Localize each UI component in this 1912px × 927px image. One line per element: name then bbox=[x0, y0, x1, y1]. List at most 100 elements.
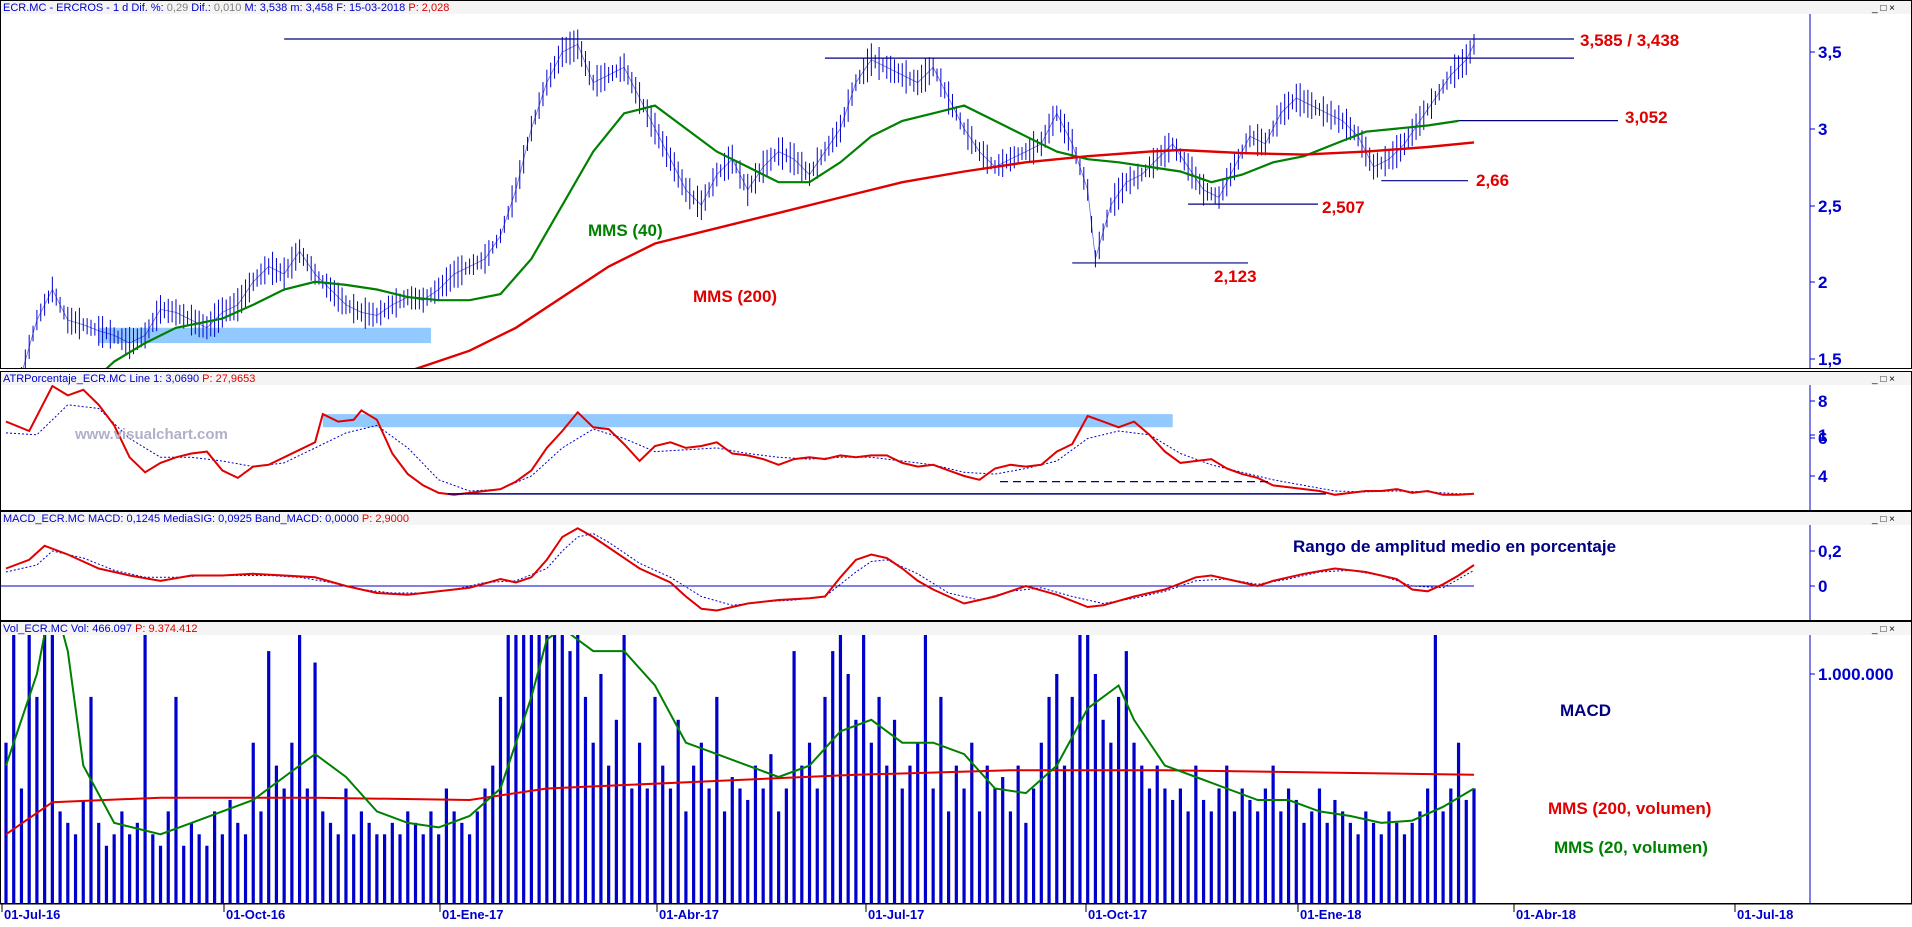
volume-bar bbox=[962, 788, 966, 903]
volume-bar bbox=[599, 674, 603, 903]
volume-bar bbox=[298, 635, 302, 903]
volume-bar bbox=[1371, 822, 1376, 903]
volume-bar bbox=[637, 742, 642, 903]
volume-bar bbox=[1256, 811, 1260, 903]
volume-bar bbox=[66, 822, 70, 903]
panel-frame bbox=[0, 0, 1912, 369]
volume-bar bbox=[514, 635, 518, 903]
volume-bar bbox=[166, 811, 170, 903]
volume-bar bbox=[344, 788, 348, 903]
volume-bar bbox=[769, 754, 773, 903]
volume-bar bbox=[1086, 635, 1090, 903]
volume-bar bbox=[104, 845, 109, 903]
volume-bar bbox=[1395, 822, 1399, 903]
window-buttons: _ □ × bbox=[1871, 3, 1895, 14]
volume-bar bbox=[869, 742, 873, 903]
header-part: MACD_ECR.MC MACD: 0,1245 MediaSIG: 0,092… bbox=[3, 513, 362, 525]
volume-bar bbox=[1456, 742, 1461, 903]
volume-bar bbox=[213, 811, 217, 903]
volume-bar bbox=[313, 662, 317, 903]
panel-header-vol: Vol_ECR.MC Vol: 466.097 P: 9.374.412 bbox=[3, 623, 197, 635]
volume-bar bbox=[1116, 696, 1121, 903]
volume-bar bbox=[1310, 811, 1314, 903]
volume-bar bbox=[1364, 811, 1368, 903]
volume-bar bbox=[1410, 822, 1414, 903]
volume-bar bbox=[81, 799, 85, 903]
level-label: 2,123 bbox=[1214, 267, 1257, 286]
volume-bar bbox=[939, 696, 943, 903]
volume-bar bbox=[1402, 834, 1407, 903]
volume-bar bbox=[359, 811, 364, 903]
x-tick-label: 01-Jul-16 bbox=[4, 907, 60, 922]
volume-bar bbox=[1426, 788, 1430, 903]
vol-ma20-line bbox=[5, 635, 1475, 836]
volume-bar bbox=[328, 822, 333, 903]
atr-line bbox=[5, 385, 1475, 496]
level-label: 3,585 / 3,438 bbox=[1580, 31, 1679, 50]
volume-bar bbox=[630, 788, 634, 903]
y-tick-label: 0 bbox=[1818, 577, 1827, 596]
volume-bar bbox=[143, 635, 147, 903]
volume-bar bbox=[1325, 822, 1329, 903]
volume-bar bbox=[1356, 834, 1360, 903]
volume-bar bbox=[1341, 811, 1345, 903]
volume-bar bbox=[552, 635, 557, 903]
y-tick-label: 6 bbox=[1818, 429, 1827, 448]
volume-bar bbox=[1124, 651, 1128, 903]
volume-bar bbox=[1201, 799, 1206, 903]
volume-bar bbox=[1279, 811, 1283, 903]
volume-bar bbox=[182, 845, 186, 903]
volume-bar bbox=[699, 742, 703, 903]
volume-bar bbox=[205, 845, 209, 903]
y-tick-label: 3,5 bbox=[1818, 43, 1842, 62]
y-tick-label: 1.000.000 bbox=[1818, 665, 1894, 684]
volume-bar bbox=[707, 788, 711, 903]
volume-bar bbox=[1008, 811, 1013, 903]
volume-bar bbox=[1333, 799, 1337, 903]
volume-bar bbox=[676, 719, 680, 903]
volume-bar bbox=[1055, 674, 1059, 903]
volume-bar bbox=[607, 765, 611, 903]
volume-bar bbox=[413, 822, 418, 903]
volume-bar bbox=[1217, 788, 1221, 903]
y-tick-label: 8 bbox=[1818, 392, 1827, 411]
volume-bar bbox=[475, 811, 479, 903]
volume-bar bbox=[1093, 674, 1098, 903]
volume-bar bbox=[1317, 788, 1322, 903]
volume-bar bbox=[954, 765, 958, 903]
header-part: P: 27,9653 bbox=[202, 373, 255, 385]
y-tick-label: 2 bbox=[1818, 273, 1827, 292]
volume-bar bbox=[645, 788, 649, 903]
y-tick-label: 0,2 bbox=[1818, 542, 1842, 561]
volume-bar bbox=[460, 822, 464, 903]
panel-header-bar bbox=[0, 511, 1912, 525]
panel-header-bar bbox=[0, 621, 1912, 635]
volume-bar bbox=[336, 834, 340, 903]
volume-bar bbox=[274, 765, 279, 903]
volume-bar bbox=[398, 834, 402, 903]
volume-bar bbox=[12, 635, 16, 903]
volume-bar bbox=[1186, 811, 1190, 903]
volume-bar bbox=[236, 822, 240, 903]
x-tick-label: 01-Abr-18 bbox=[1516, 907, 1576, 922]
panel-header-price: ECR.MC - ERCROS - 1 d Dif. %: 0,29 Dif.:… bbox=[3, 2, 449, 14]
volume-bar bbox=[135, 822, 139, 903]
panel-header-bar bbox=[0, 0, 1912, 14]
volume-bar bbox=[120, 811, 124, 903]
x-tick-label: 01-Oct-16 bbox=[226, 907, 285, 922]
volume-bar bbox=[243, 834, 248, 903]
ma40-label: MMS (40) bbox=[588, 221, 663, 240]
volume-bar bbox=[1286, 788, 1291, 903]
price-plot bbox=[20, 29, 1475, 368]
volume-bar bbox=[444, 788, 448, 903]
volume-bar bbox=[653, 696, 657, 903]
volume-bar bbox=[1101, 719, 1105, 903]
volume-bar bbox=[877, 696, 881, 903]
volume-bar bbox=[251, 742, 255, 903]
volume-bar bbox=[19, 788, 24, 903]
volume-bar bbox=[823, 696, 827, 903]
volume-bar bbox=[1155, 765, 1159, 903]
volume-bar bbox=[892, 719, 897, 903]
